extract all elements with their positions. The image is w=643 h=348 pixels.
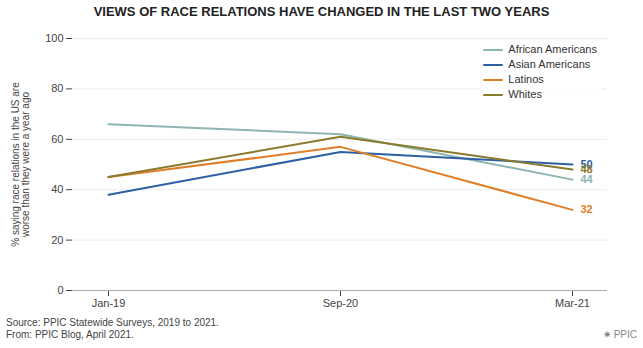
svg-text:Jan-19: Jan-19 — [92, 297, 126, 309]
html-text:Whites: Whites — [508, 88, 542, 100]
html-text:Asian Americans: Asian Americans — [508, 58, 591, 70]
html-text:African Americans: African Americans — [508, 43, 597, 55]
svg-text:100: 100 — [45, 32, 63, 44]
svg-text:0: 0 — [57, 284, 63, 296]
svg-text:44: 44 — [581, 173, 594, 185]
html-text:Source: PPIC Statewide Surveys: Source: PPIC Statewide Surveys, 2019 to … — [6, 317, 219, 340]
svg-text:32: 32 — [581, 203, 593, 215]
html-text:✷ PPIC: ✷ PPIC — [602, 329, 637, 340]
svg-text:Sep-20: Sep-20 — [323, 297, 358, 309]
svg-text:% saying race relations in the: % saying race relations in the US arewor… — [10, 82, 31, 247]
svg-text:48: 48 — [580, 163, 593, 176]
svg-text:40: 40 — [51, 183, 63, 195]
html-text:Latinos: Latinos — [508, 73, 544, 85]
html-text:VIEWS OF RACE RELATIONS HAVE C: VIEWS OF RACE RELATIONS HAVE CHANGED IN … — [93, 4, 550, 19]
svg-text:60: 60 — [51, 133, 63, 145]
svg-text:20: 20 — [51, 234, 63, 246]
svg-text:80: 80 — [51, 82, 63, 94]
svg-text:Mar-21: Mar-21 — [555, 297, 590, 309]
